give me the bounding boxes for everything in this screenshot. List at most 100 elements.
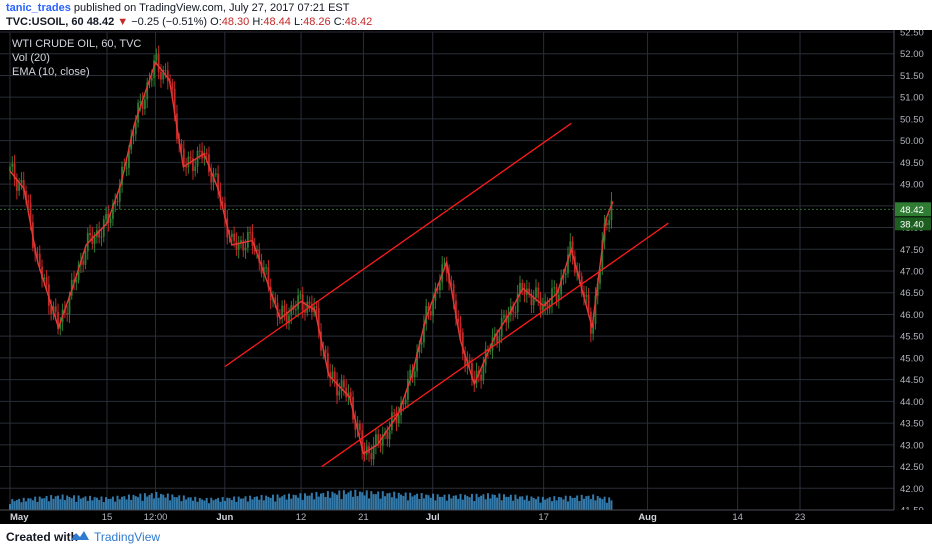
- candle-body: [9, 166, 11, 172]
- volume-bar: [553, 496, 556, 510]
- tradingview-brand[interactable]: TradingView: [94, 530, 161, 544]
- volume-bar: [349, 490, 352, 510]
- time-tick-label: 17: [538, 512, 549, 523]
- volume-bar: [381, 491, 384, 510]
- volume-bar: [253, 496, 256, 510]
- candle-body: [59, 322, 62, 329]
- close-value: 48.42: [344, 16, 373, 28]
- volume-bar: [390, 497, 393, 510]
- candle-body: [445, 262, 448, 274]
- volume-bar: [411, 496, 414, 510]
- volume-bar: [546, 498, 549, 510]
- candle-body: [141, 100, 144, 110]
- volume-bar: [445, 500, 448, 510]
- volume-bar: [18, 498, 21, 510]
- candle-body: [22, 180, 25, 191]
- candle-body: [340, 380, 343, 392]
- candle-body: [546, 301, 549, 309]
- candle-body: [473, 379, 476, 384]
- volume-bar: [477, 497, 480, 510]
- price-change: −0.25 (−0.51%): [131, 16, 208, 28]
- candle-body: [528, 288, 531, 295]
- volume-bar: [564, 495, 567, 510]
- channel-trendlines[interactable]: [224, 122, 669, 468]
- candle-body: [210, 172, 213, 183]
- volume-bar: [486, 493, 489, 510]
- volume-bar: [354, 489, 357, 510]
- candle-body: [402, 402, 405, 405]
- candle-body: [82, 260, 85, 265]
- candle-body: [100, 236, 103, 238]
- volume-bar: [258, 499, 261, 510]
- candle-body: [251, 232, 254, 246]
- volume-bar: [223, 500, 226, 510]
- candle-body: [324, 349, 327, 354]
- candle-body: [11, 163, 14, 167]
- volume-bar: [548, 497, 551, 510]
- candle-body: [397, 415, 400, 424]
- candle-body: [599, 268, 601, 284]
- time-axis[interactable]: May 15 12:00 Jun 12 21 Jul 17 Aug 14 23: [0, 509, 932, 524]
- volume-bar: [173, 497, 176, 510]
- candle-body: [530, 294, 533, 306]
- candle-body: [164, 70, 167, 72]
- candle-body: [338, 391, 341, 396]
- volume-bar: [537, 496, 540, 510]
- volume-bar: [368, 498, 371, 510]
- candle-body: [15, 179, 18, 191]
- candle-body: [457, 318, 460, 323]
- volume-bar: [141, 500, 144, 510]
- candle-body: [162, 70, 165, 80]
- candle-body: [249, 232, 252, 234]
- candle-body: [281, 305, 284, 318]
- volume-bar: [438, 496, 441, 510]
- candle-body: [461, 332, 464, 355]
- price-tick-label: 46.00: [900, 310, 924, 321]
- candle-body: [160, 71, 162, 80]
- candle-body: [317, 307, 320, 332]
- volume-bar: [372, 494, 375, 510]
- volume-bar: [331, 491, 334, 510]
- volume-bar: [516, 498, 519, 510]
- time-tick-label: 21: [358, 512, 369, 523]
- volume-bar: [459, 493, 462, 510]
- price-chart[interactable]: 52.50 52.00 51.50 51.00 50.50 50.00 49.50 49.00…: [0, 30, 932, 524]
- candle-body: [468, 359, 471, 364]
- volume-bar: [507, 496, 510, 510]
- chart-header: tanic_trades published on TradingView.co…: [0, 0, 932, 30]
- ohlc-line: TVC:USOIL, 60 48.42 ▼ −0.25 (−0.51%) O:4…: [6, 16, 372, 29]
- volume-bar: [441, 496, 444, 510]
- volume-bar: [518, 496, 521, 510]
- volume-bar: [610, 500, 613, 510]
- price-axis[interactable]: 52.50 52.00 51.50 51.00 50.50 50.00 49.50 49.00…: [0, 30, 932, 524]
- candle-body: [541, 306, 544, 311]
- candle-body: [471, 363, 473, 380]
- candle-body: [246, 232, 249, 248]
- volume-bar: [242, 498, 245, 510]
- volume-bar: [363, 495, 366, 510]
- volume-bar: [512, 500, 515, 510]
- candle-body: [439, 282, 441, 291]
- volume-bar: [448, 494, 451, 510]
- price-tick-label: 45.50: [900, 332, 924, 343]
- volume-bar: [443, 494, 446, 510]
- symbol-label: TVC:USOIL, 60: [6, 16, 84, 28]
- candle-body: [496, 333, 499, 344]
- volume-bar: [47, 501, 50, 510]
- volume-bar: [178, 495, 181, 510]
- volume-bar: [578, 500, 581, 510]
- candle-body: [503, 315, 505, 318]
- volume-bar: [493, 494, 496, 510]
- candle-body: [299, 294, 302, 296]
- volume-bar: [84, 496, 87, 510]
- candle-body: [256, 249, 258, 252]
- candle-body: [297, 295, 300, 310]
- candle-body: [70, 279, 73, 296]
- volume-bar: [283, 494, 286, 510]
- candle-body: [233, 233, 236, 241]
- legend-title: WTI CRUDE OIL, 60, TVC: [12, 38, 141, 50]
- volume-bar: [57, 495, 60, 510]
- candle-body: [265, 267, 268, 269]
- volume-bar: [457, 498, 460, 510]
- author-link[interactable]: tanic_trades: [6, 2, 71, 14]
